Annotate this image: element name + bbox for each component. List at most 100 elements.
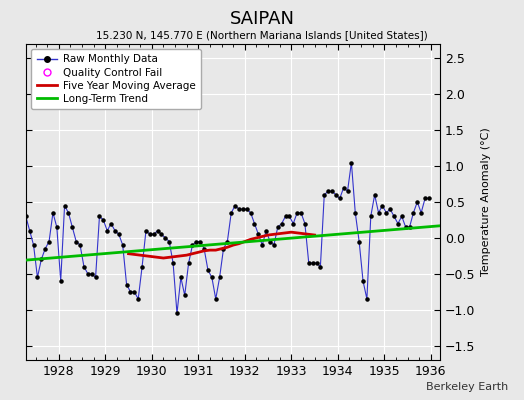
Point [18,192,26,198]
Point [130,288,138,295]
Point [281,213,290,220]
Point [394,220,402,227]
Point [246,210,255,216]
Y-axis label: Temperature Anomaly (°C): Temperature Anomaly (°C) [481,128,491,276]
Point [347,159,356,166]
Point [309,260,317,266]
Point [103,228,112,234]
Point [80,264,88,270]
Point [215,274,224,281]
Point [320,192,329,198]
Point [235,206,243,212]
Point [72,238,80,245]
Point [142,228,150,234]
Point [52,224,61,230]
Point [374,210,383,216]
Point [134,296,143,302]
Point [304,260,313,266]
Point [270,242,278,248]
Point [95,213,104,220]
Legend: Raw Monthly Data, Quality Control Fail, Five Year Moving Average, Long-Term Tren: Raw Monthly Data, Quality Control Fail, … [31,49,201,109]
Point [355,238,363,245]
Point [254,231,263,238]
Point [123,281,131,288]
Point [41,246,49,252]
Point [274,224,282,230]
Point [316,264,324,270]
Point [208,274,216,281]
Point [68,224,77,230]
Point [258,242,266,248]
Point [14,195,22,202]
Point [238,206,247,212]
Point [363,296,371,302]
Point [223,238,232,245]
Point [21,213,30,220]
Point [154,228,162,234]
Point [250,220,259,227]
Point [231,202,239,209]
Point [409,210,418,216]
Point [243,206,251,212]
Point [204,267,212,274]
Point [37,256,46,263]
Point [91,274,100,281]
Point [378,202,387,209]
Point [118,242,127,248]
Point [227,210,235,216]
Point [301,220,309,227]
Point [367,213,375,220]
Point [33,274,41,281]
Text: Berkeley Earth: Berkeley Earth [426,382,508,392]
Point [192,238,201,245]
Point [382,210,390,216]
Point [188,242,196,248]
Point [351,210,359,216]
Point [196,238,204,245]
Point [29,242,38,248]
Point [328,188,336,194]
Point [200,246,209,252]
Point [64,210,73,216]
Point [413,199,421,205]
Point [60,202,69,209]
Point [76,242,84,248]
Text: SAIPAN: SAIPAN [230,10,294,28]
Point [324,188,332,194]
Point [184,260,193,266]
Point [343,188,352,194]
Point [277,220,286,227]
Point [266,238,274,245]
Point [111,228,119,234]
Point [157,231,166,238]
Point [88,271,96,277]
Point [398,213,406,220]
Point [161,235,170,241]
Point [146,231,154,238]
Point [181,292,189,298]
Point [84,271,92,277]
Point [26,228,34,234]
Point [107,220,115,227]
Point [49,210,57,216]
Point [312,260,321,266]
Point [425,195,433,202]
Point [169,260,177,266]
Point [386,206,395,212]
Point [289,220,298,227]
Point [335,195,344,202]
Point [99,217,107,223]
Point [10,238,18,245]
Point [212,296,220,302]
Point [421,195,429,202]
Point [45,238,53,245]
Point [340,184,348,191]
Point [262,228,270,234]
Text: 15.230 N, 145.770 E (Northern Mariana Islands [United States]): 15.230 N, 145.770 E (Northern Mariana Is… [96,30,428,40]
Point [115,231,123,238]
Point [332,192,340,198]
Point [173,310,181,316]
Point [149,231,158,238]
Point [220,246,228,252]
Point [177,274,185,281]
